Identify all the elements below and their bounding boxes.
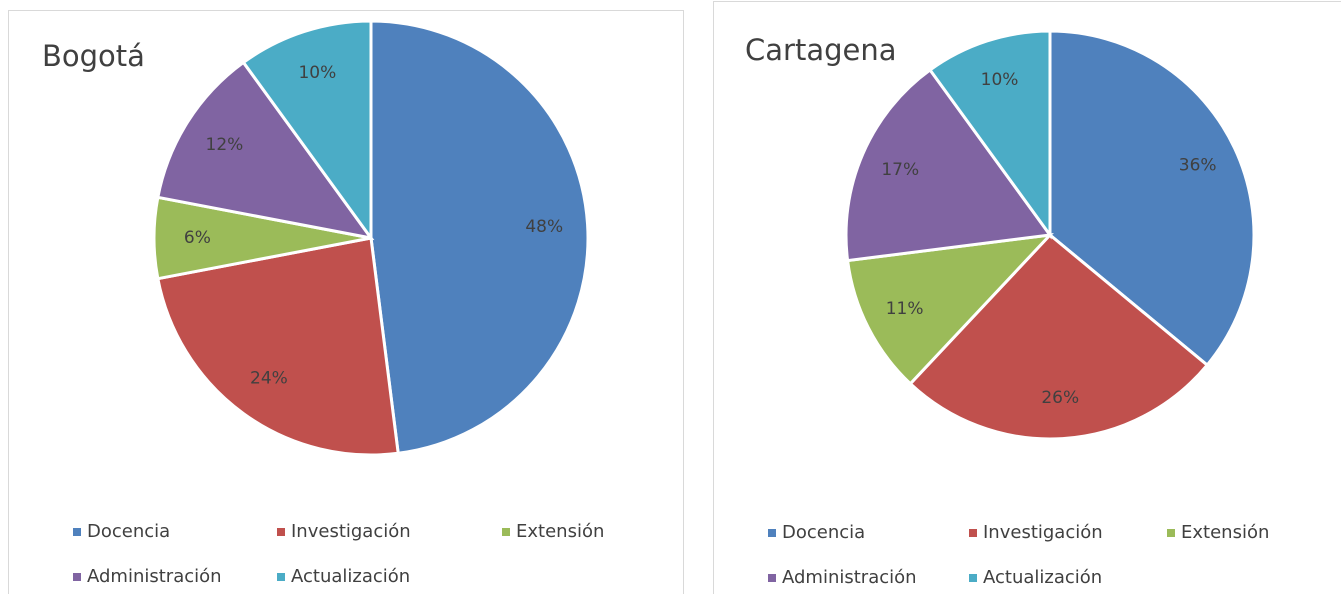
legend-marker: [768, 529, 776, 537]
data-label: 10%: [298, 63, 336, 83]
data-label: 26%: [1041, 388, 1079, 408]
legend-label: Administración: [87, 566, 222, 587]
legend-marker: [1167, 529, 1175, 537]
data-label: 10%: [981, 70, 1019, 90]
data-label: 12%: [206, 135, 244, 155]
legend-label: Extensión: [516, 521, 604, 542]
legend-label: Docencia: [782, 522, 865, 543]
legend-marker: [969, 529, 977, 537]
legend-marker: [277, 573, 285, 581]
legend-label: Actualización: [983, 567, 1102, 588]
data-label: 36%: [1179, 156, 1217, 176]
legend-marker: [73, 528, 81, 536]
chart-title: Bogotá: [42, 39, 145, 73]
data-label: 48%: [525, 217, 563, 237]
data-label: 17%: [881, 160, 919, 180]
legend-label: Actualización: [291, 566, 410, 587]
legend-marker: [969, 574, 977, 582]
legend-label: Docencia: [87, 521, 170, 542]
data-label: 24%: [250, 368, 288, 388]
legend-marker: [768, 574, 776, 582]
chart-title: Cartagena: [745, 33, 897, 67]
legend-label: Investigación: [983, 522, 1103, 543]
legend-label: Investigación: [291, 521, 411, 542]
legend-label: Administración: [782, 567, 917, 588]
data-label: 6%: [184, 228, 211, 248]
legend-marker: [502, 528, 510, 536]
legend-marker: [277, 528, 285, 536]
data-label: 11%: [886, 299, 924, 319]
legend-marker: [73, 573, 81, 581]
legend-label: Extensión: [1181, 522, 1269, 543]
